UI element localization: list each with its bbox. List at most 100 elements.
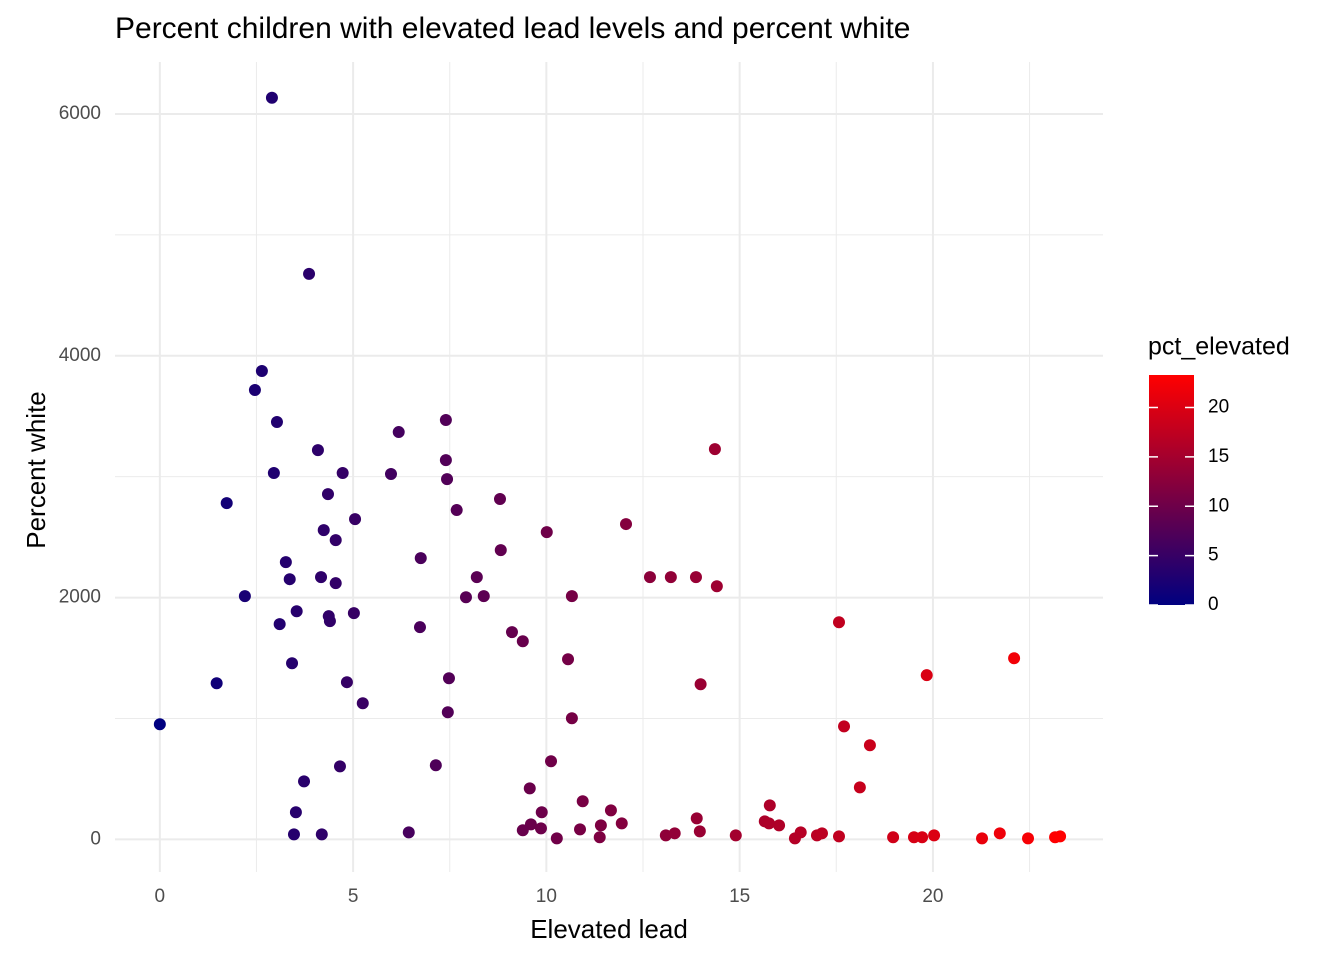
point <box>450 504 463 517</box>
point <box>439 454 452 467</box>
point <box>664 571 677 584</box>
point <box>815 827 828 840</box>
point <box>392 426 405 439</box>
point <box>694 678 707 691</box>
point <box>545 755 558 768</box>
point <box>323 615 336 628</box>
point <box>976 832 989 845</box>
point <box>333 760 346 773</box>
point <box>534 822 547 835</box>
point <box>303 267 316 280</box>
point <box>255 365 268 378</box>
point <box>270 416 283 429</box>
point <box>863 739 876 752</box>
point <box>773 819 786 832</box>
point <box>265 91 278 104</box>
y-axis-label: Percent white <box>21 391 51 549</box>
point <box>470 571 483 584</box>
point <box>916 831 929 844</box>
point <box>248 383 261 396</box>
legend-title: pct_elevated <box>1148 333 1290 361</box>
point <box>384 468 397 481</box>
point <box>413 621 426 634</box>
point <box>439 413 452 426</box>
x-tick-label: 20 <box>922 886 943 907</box>
point <box>315 828 328 841</box>
y-tick-label: 0 <box>90 828 101 849</box>
point <box>286 657 299 670</box>
point <box>643 571 656 584</box>
point <box>153 718 166 731</box>
point <box>516 635 529 648</box>
x-tick-label: 10 <box>536 886 557 907</box>
y-tick-label: 2000 <box>59 587 101 608</box>
point <box>267 467 280 480</box>
point <box>279 556 292 569</box>
point <box>477 590 490 603</box>
legend-tick-label: 5 <box>1208 545 1219 566</box>
chart-title: Percent children with elevated lead leve… <box>115 12 910 45</box>
point <box>594 819 607 832</box>
point <box>414 552 427 565</box>
point <box>832 830 845 843</box>
point <box>523 782 536 795</box>
point <box>562 653 575 666</box>
point <box>220 497 233 510</box>
point <box>402 826 415 839</box>
point <box>604 804 617 817</box>
point <box>441 706 454 719</box>
x-axis-label: Elevated lead <box>530 914 688 944</box>
point <box>928 829 941 842</box>
point <box>993 827 1006 840</box>
point <box>329 577 342 590</box>
point <box>565 712 578 725</box>
legend-tick-label: 15 <box>1208 446 1229 467</box>
y-tick-label: 4000 <box>59 345 101 366</box>
point <box>689 571 702 584</box>
point <box>283 573 296 586</box>
point <box>838 720 851 733</box>
point <box>550 832 563 845</box>
point <box>574 823 587 836</box>
point <box>788 832 801 845</box>
point <box>210 677 223 690</box>
point <box>273 618 286 631</box>
point <box>576 795 589 808</box>
point <box>317 524 330 537</box>
point <box>289 806 302 819</box>
legend-tick-label: 0 <box>1208 594 1219 615</box>
point <box>311 444 324 457</box>
point <box>853 781 866 794</box>
point <box>693 825 706 838</box>
point <box>887 831 900 844</box>
point <box>494 544 507 557</box>
legend-tick-label: 20 <box>1208 397 1229 418</box>
point <box>298 775 311 788</box>
colorbar <box>1149 375 1194 605</box>
point <box>442 672 455 685</box>
point <box>238 590 251 603</box>
point <box>340 676 353 689</box>
point <box>441 473 454 486</box>
x-tick-label: 15 <box>729 886 750 907</box>
point <box>290 605 303 618</box>
point <box>710 580 723 593</box>
point <box>493 493 506 506</box>
point <box>516 824 529 837</box>
point <box>347 607 360 620</box>
point <box>832 616 845 629</box>
point <box>315 571 328 584</box>
point <box>329 534 342 547</box>
x-tick-label: 0 <box>155 886 166 907</box>
point <box>729 829 742 842</box>
point <box>429 759 442 772</box>
point <box>540 526 553 539</box>
point <box>668 827 681 840</box>
point <box>356 697 369 710</box>
point <box>920 669 933 682</box>
point <box>505 626 518 639</box>
point <box>763 799 776 812</box>
point <box>459 591 472 604</box>
legend-tick-label: 10 <box>1208 495 1229 516</box>
